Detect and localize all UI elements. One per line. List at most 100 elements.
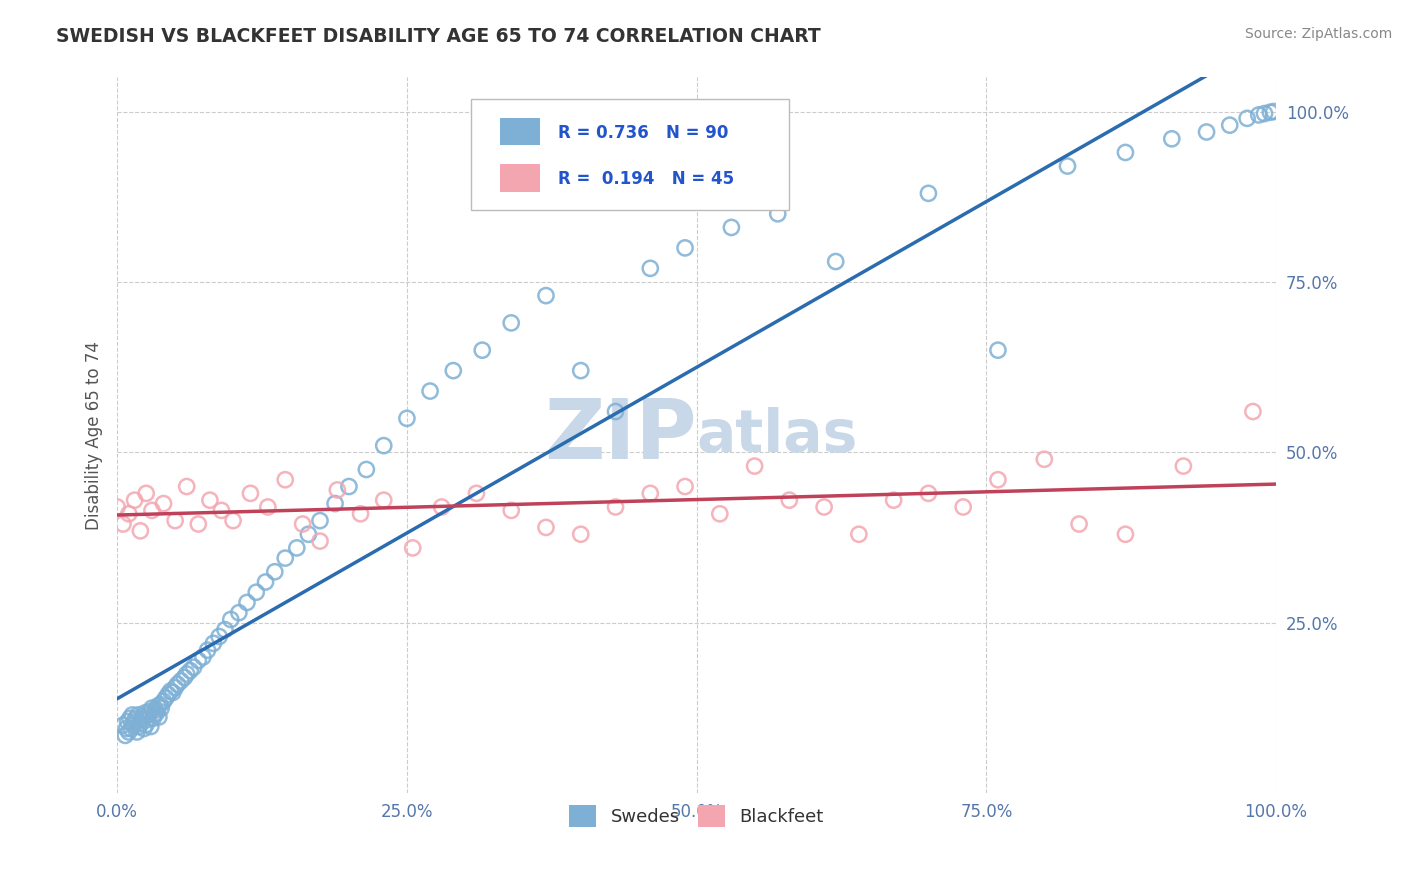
Point [141, 503, 163, 517]
Point [471, 343, 494, 358]
Point [709, 507, 731, 521]
Point [1114, 527, 1136, 541]
Point [129, 716, 152, 731]
Point [165, 681, 187, 695]
Point [138, 705, 160, 719]
Point [766, 207, 789, 221]
Point [125, 725, 148, 739]
Text: R = 0.736   N = 90: R = 0.736 N = 90 [558, 124, 728, 142]
Point [142, 711, 165, 725]
Point [917, 486, 939, 500]
Point [917, 186, 939, 201]
Point [1219, 118, 1241, 132]
Point [136, 713, 159, 727]
Point [254, 574, 277, 589]
Point [187, 516, 209, 531]
Point [176, 667, 198, 681]
Point [1195, 125, 1218, 139]
Point [1067, 516, 1090, 531]
Point [183, 660, 205, 674]
Point [640, 486, 662, 500]
Point [162, 685, 184, 699]
Point [198, 493, 221, 508]
Point [148, 710, 170, 724]
Point [257, 500, 280, 514]
Point [187, 653, 209, 667]
Point [146, 699, 169, 714]
Point [228, 606, 250, 620]
Point [1258, 105, 1281, 120]
Point [131, 710, 153, 724]
Text: SWEDISH VS BLACKFEET DISABILITY AGE 65 TO 74 CORRELATION CHART: SWEDISH VS BLACKFEET DISABILITY AGE 65 T… [56, 27, 821, 45]
Point [111, 516, 134, 531]
Point [1173, 459, 1195, 474]
Point [1253, 106, 1275, 120]
Point [323, 497, 346, 511]
Point [501, 316, 523, 330]
Point [274, 473, 297, 487]
Point [166, 677, 188, 691]
Point [1263, 104, 1285, 119]
Point [720, 220, 742, 235]
Point [143, 708, 166, 723]
Point [118, 507, 141, 521]
Point [1160, 132, 1182, 146]
Point [239, 486, 262, 500]
Point [673, 241, 696, 255]
Point [122, 718, 145, 732]
Point [883, 493, 905, 508]
Point [121, 708, 143, 723]
Point [501, 503, 523, 517]
Point [1241, 404, 1264, 418]
Point [128, 719, 150, 733]
Point [673, 479, 696, 493]
Point [373, 439, 395, 453]
Point [430, 500, 453, 514]
Point [118, 711, 141, 725]
Point [139, 719, 162, 733]
Point [125, 711, 148, 725]
Point [202, 636, 225, 650]
Point [309, 534, 332, 549]
Point [605, 404, 627, 418]
Point [337, 479, 360, 493]
Point [191, 650, 214, 665]
Point [173, 670, 195, 684]
Point [1033, 452, 1056, 467]
Point [117, 714, 139, 729]
Point [145, 703, 167, 717]
Point [297, 527, 319, 541]
Point [138, 708, 160, 723]
Point [197, 643, 219, 657]
Point [135, 486, 157, 500]
Point [465, 486, 488, 500]
Point [824, 254, 846, 268]
Point [165, 514, 187, 528]
Point [222, 514, 245, 528]
Point [848, 527, 870, 541]
Point [813, 500, 835, 514]
Point [356, 462, 378, 476]
Point [129, 524, 152, 538]
Point [157, 688, 180, 702]
Point [179, 664, 201, 678]
Point [569, 363, 592, 377]
Point [640, 261, 662, 276]
Point [1247, 108, 1270, 122]
Point [402, 541, 425, 555]
Point [152, 694, 174, 708]
Point [127, 708, 149, 723]
Point [111, 718, 134, 732]
Point [149, 698, 172, 712]
Point [534, 288, 557, 302]
Text: atlas: atlas [696, 407, 858, 464]
Point [170, 673, 193, 688]
Point [152, 497, 174, 511]
Point [309, 514, 332, 528]
Legend: Swedes, Blackfeet: Swedes, Blackfeet [562, 798, 831, 834]
Point [1056, 159, 1078, 173]
FancyBboxPatch shape [471, 99, 789, 210]
Point [1114, 145, 1136, 160]
Point [285, 541, 308, 555]
Point [176, 479, 198, 493]
